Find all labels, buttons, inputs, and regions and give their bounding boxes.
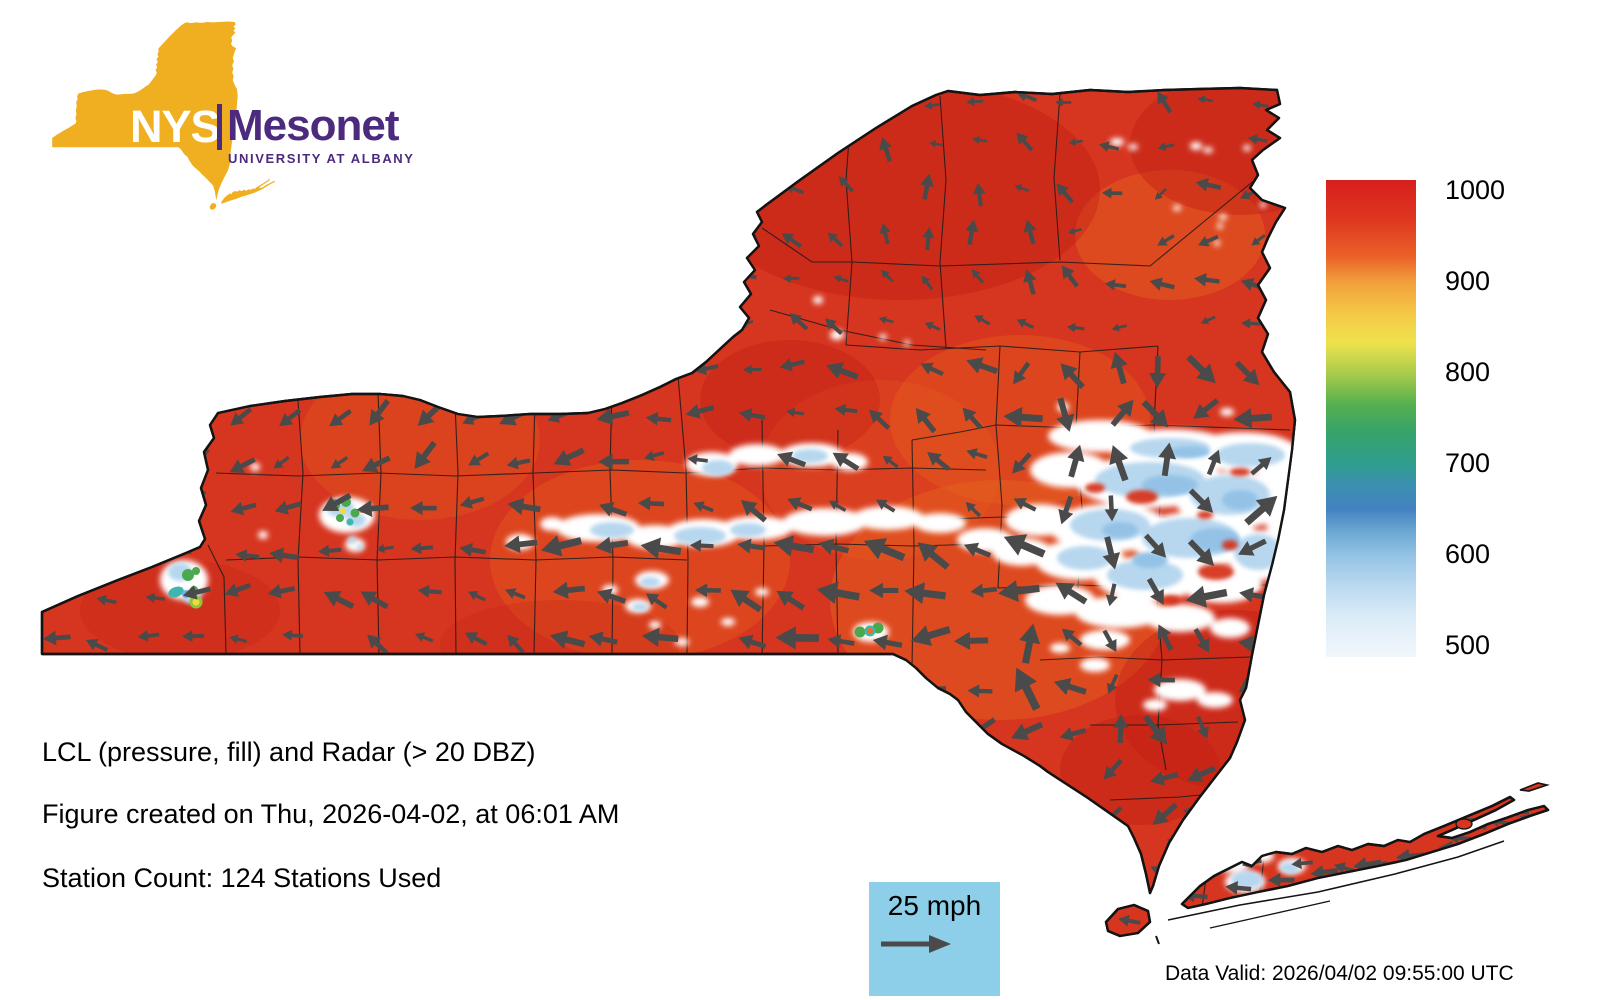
- colorbar-tick-700: 700: [1445, 448, 1491, 478]
- colorbar-tick-900: 900: [1445, 266, 1491, 296]
- station-count-text: Station Count: 124 Stations Used: [42, 863, 442, 893]
- logo-divider-bar: [217, 104, 222, 150]
- colorbar-tick-500: 500: [1445, 630, 1491, 660]
- figure-created-text: Figure created on Thu, 2026-04-02, at 06…: [42, 799, 620, 829]
- wind-speed-label: 25 mph: [887, 890, 982, 921]
- colorbar-tick-800: 800: [1445, 357, 1491, 387]
- wind-reference-arrow-icon: [881, 935, 951, 953]
- logo-university-text: UNIVERSITY AT ALBANY: [228, 151, 415, 166]
- data-valid-text: Data Valid: 2026/04/02 09:55:00 UTC: [1165, 962, 1514, 985]
- colorbar-tick-600: 600: [1445, 539, 1491, 569]
- figure-title: LCL (pressure, fill) and Radar (> 20 DBZ…: [42, 737, 536, 767]
- logo-mesonet-text: Mesonet: [227, 101, 399, 150]
- nys-mesonet-logo: NYS Mesonet UNIVERSITY AT ALBANY: [0, 0, 450, 220]
- coastal-outlines: [1155, 782, 1550, 945]
- logo-nys-text: NYS: [130, 101, 221, 152]
- colorbar-tick-1000: 1000: [1445, 175, 1506, 205]
- wind-speed-legend: 25 mph: [869, 882, 1000, 996]
- pressure-colorbar: [1326, 180, 1416, 657]
